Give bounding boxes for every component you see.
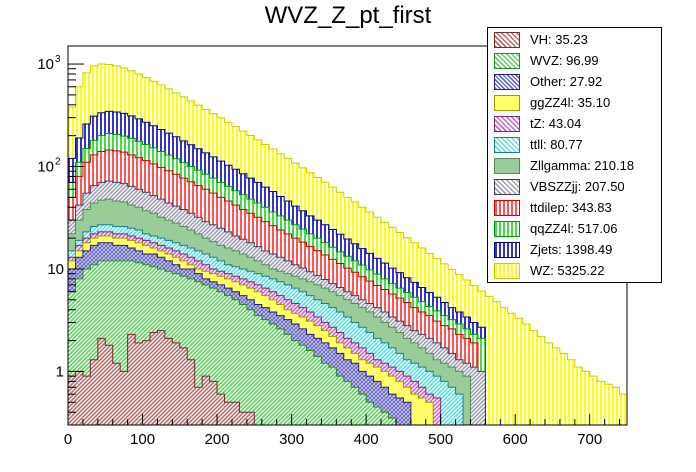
legend-swatch [494, 179, 520, 195]
legend-entry: ttll: 80.77 [488, 135, 661, 156]
series-area-0 [67, 330, 255, 426]
legend-label: ttll: 80.77 [530, 137, 583, 152]
legend-swatch [494, 263, 520, 279]
legend-label: Zllgamma: 210.18 [530, 158, 635, 173]
legend-entry: Zjets: 1398.49 [488, 240, 661, 261]
y-tick-label: 10 [47, 261, 64, 278]
legend-label: Zjets: 1398.49 [530, 242, 613, 257]
legend-label: ggZZ4l: 35.10 [530, 95, 611, 110]
x-tick-label: 100 [130, 431, 155, 448]
x-tick-label: 0 [64, 431, 72, 448]
y-tick-label: 10 [37, 159, 54, 176]
chart-title: WVZ_Z_pt_first [264, 2, 432, 29]
legend-swatch [494, 53, 520, 69]
y-tick-label: 1 [56, 363, 64, 380]
legend-entry: VBSZZjj: 207.50 [488, 177, 661, 198]
y-tick-exponent: 2 [55, 157, 61, 168]
x-tick-label: 400 [354, 431, 379, 448]
legend-entry: ttdilep: 343.83 [488, 198, 661, 219]
legend-entry: WVZ: 96.99 [488, 51, 661, 72]
x-axis-ticks: 0 100 200 300 400 500 600 700 [64, 414, 621, 448]
legend-label: tZ: 43.04 [530, 116, 582, 131]
x-tick-label: 700 [577, 431, 602, 448]
legend-label: WZ: 5325.22 [530, 263, 605, 278]
x-tick-label: 300 [279, 431, 304, 448]
legend-swatch [494, 32, 520, 48]
legend-label: Other: 27.92 [530, 74, 603, 89]
legend-swatch [494, 137, 520, 153]
y-tick-label: 10 [37, 56, 54, 73]
legend-entry: qqZZ4l: 517.06 [488, 219, 661, 240]
legend-label: WVZ: 96.99 [530, 53, 599, 68]
x-tick-label: 500 [428, 431, 453, 448]
legend-swatch [494, 95, 520, 111]
legend-entry: Zllgamma: 210.18 [488, 156, 661, 177]
legend-swatch [494, 242, 520, 258]
legend-swatch [494, 116, 520, 132]
legend-entry: Other: 27.92 [488, 72, 661, 93]
legend-label: VBSZZjj: 207.50 [530, 179, 625, 194]
histogram-bars [67, 63, 628, 426]
legend-swatch [494, 200, 520, 216]
x-tick-label: 200 [205, 431, 230, 448]
legend-entry: VH: 35.23 [488, 30, 661, 51]
legend-swatch [494, 158, 520, 174]
y-tick-exponent: 3 [55, 54, 61, 65]
x-tick-label: 600 [503, 431, 528, 448]
legend-entry: tZ: 43.04 [488, 114, 661, 135]
legend-entry: ggZZ4l: 35.10 [488, 93, 661, 114]
legend-swatch [494, 74, 520, 90]
legend-label: ttdilep: 343.83 [530, 200, 612, 215]
legend-label: VH: 35.23 [530, 32, 588, 47]
legend-label: qqZZ4l: 517.06 [530, 221, 618, 236]
legend: VH: 35.23 WVZ: 96.99 Other: 27.92 ggZZ4l: 3… [487, 27, 662, 283]
legend-swatch [494, 221, 520, 237]
legend-entry: WZ: 5325.22 [488, 261, 661, 282]
